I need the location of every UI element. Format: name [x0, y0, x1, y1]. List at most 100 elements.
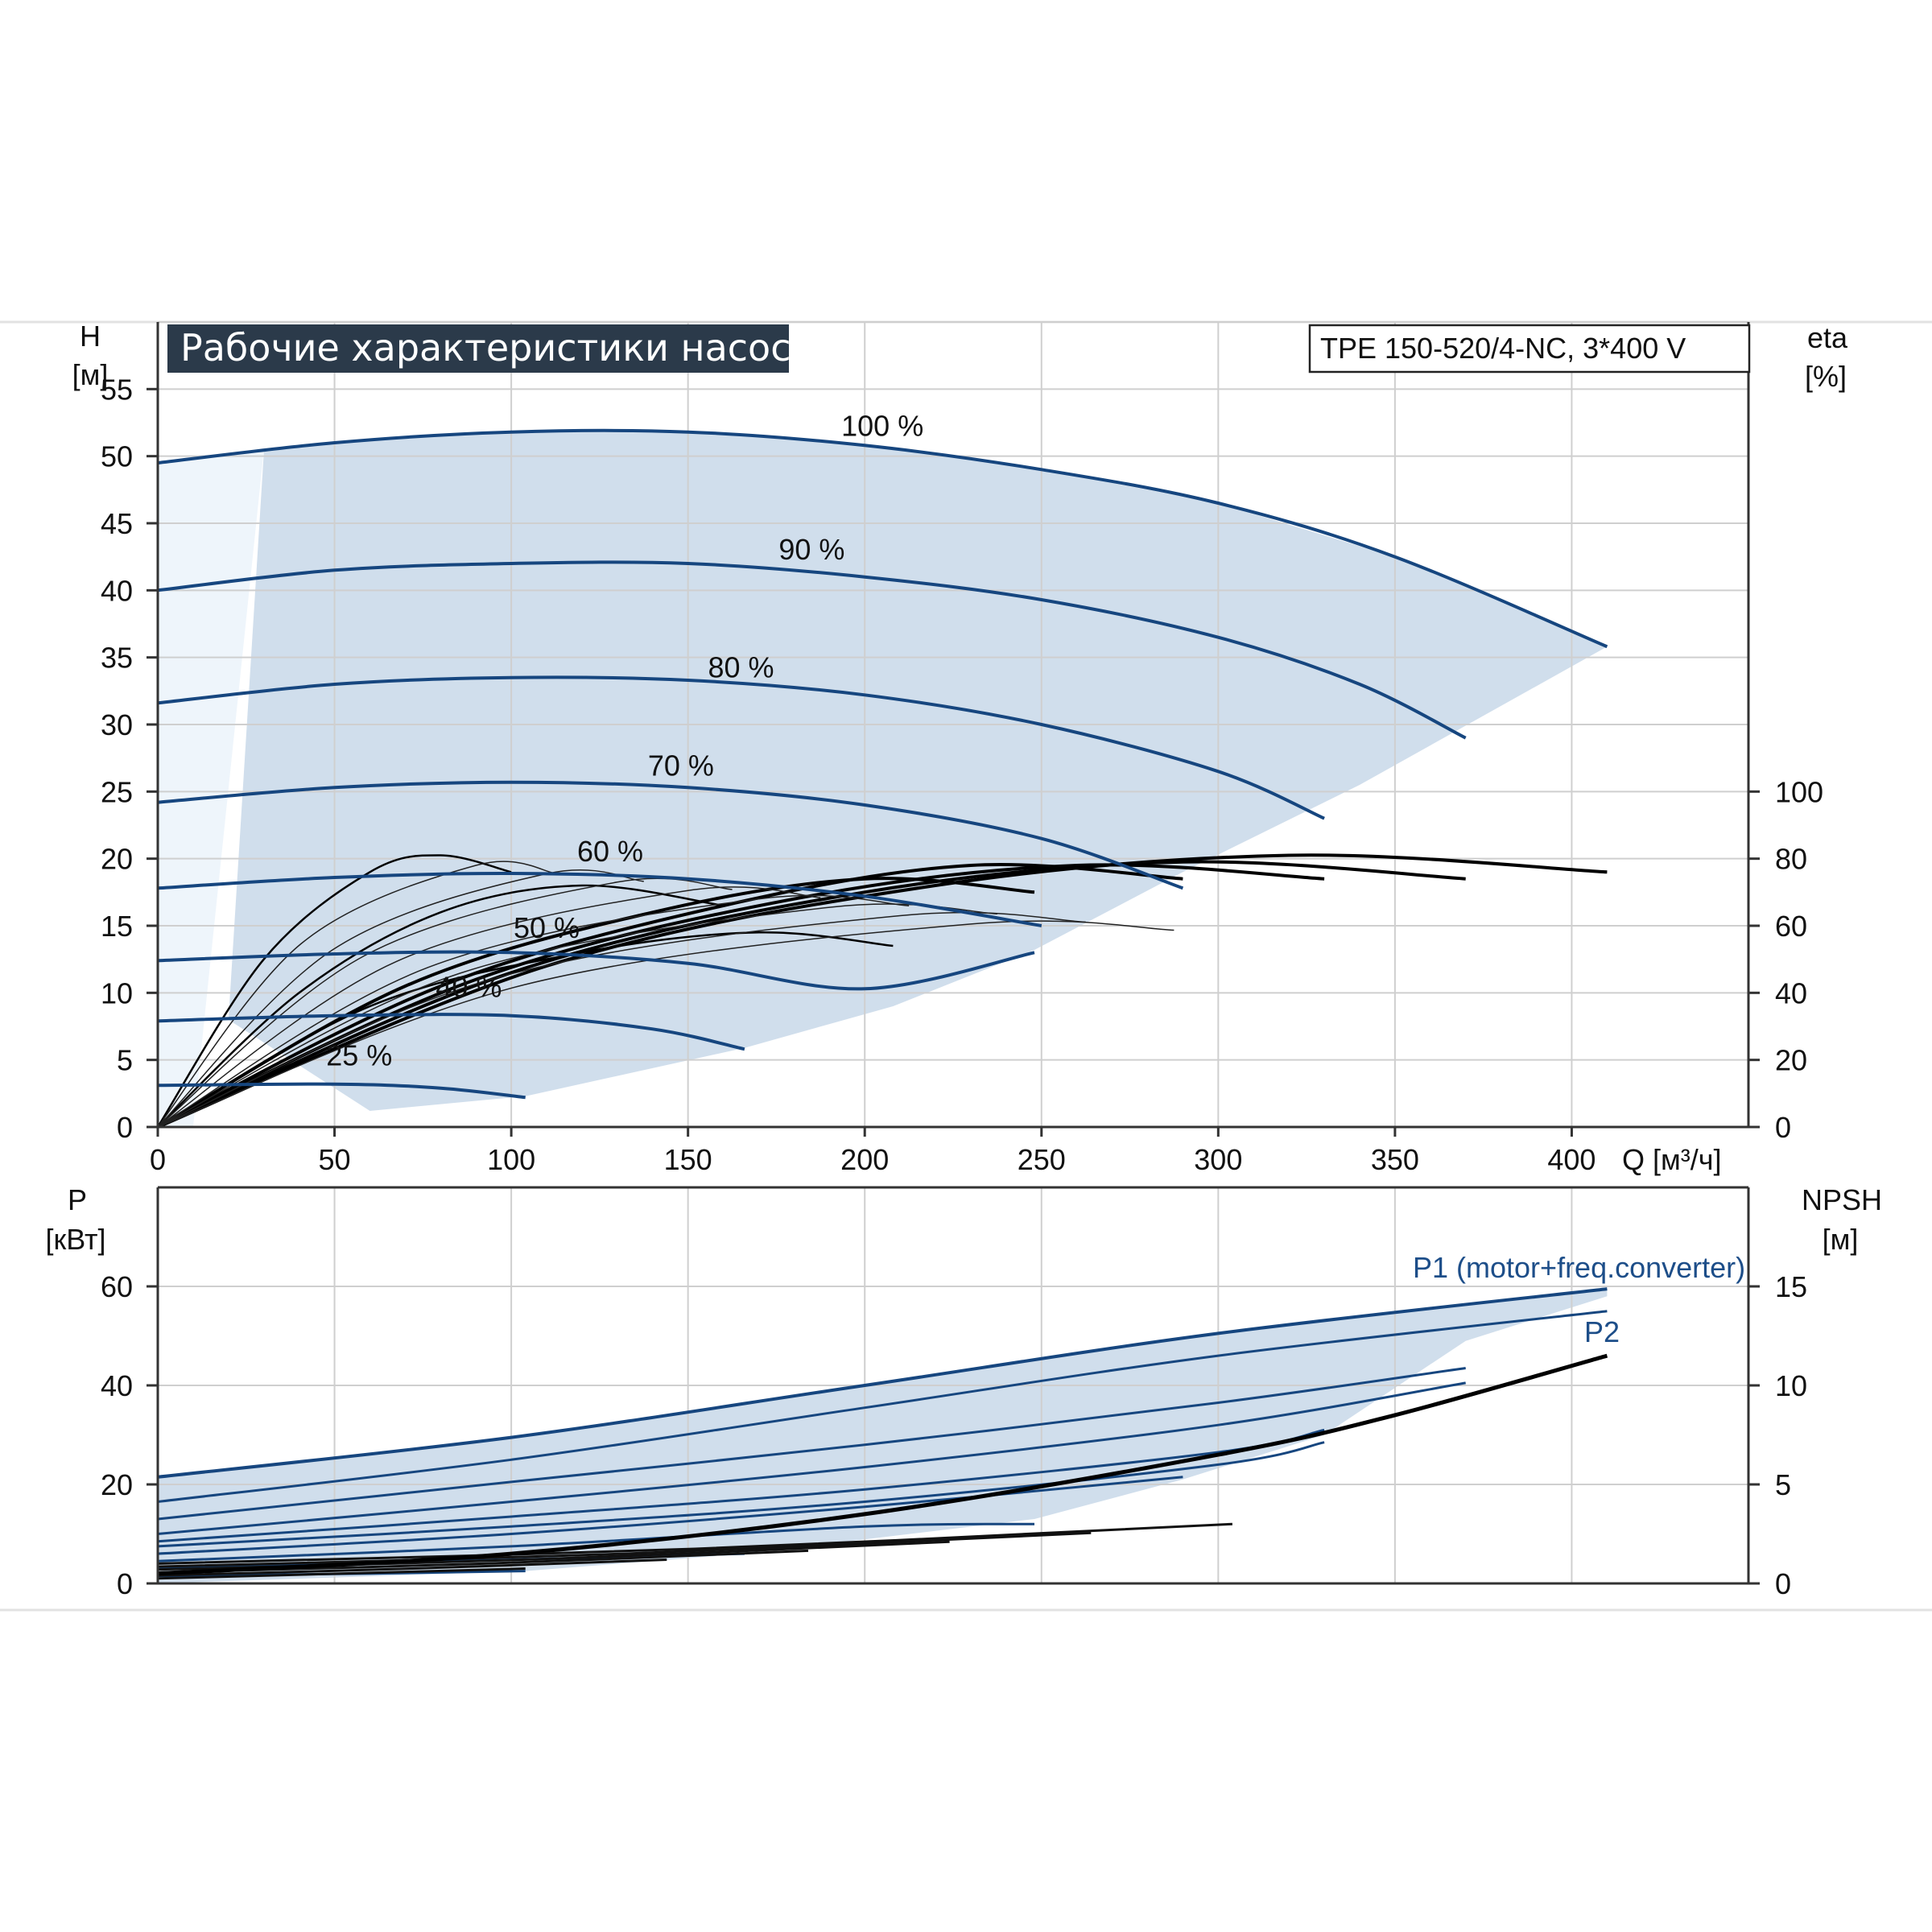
eta-label: eta — [1807, 321, 1848, 354]
npsh-family-curve — [157, 1567, 526, 1580]
efficiency-fan-line — [157, 869, 644, 1128]
head-tick-labels: 0 5 10 15 20 25 30 35 40 45 50 55 0 20 40 60 80 100 0 50 100… — [101, 373, 1823, 1176]
head-y-unit: [м] — [72, 358, 109, 391]
head-curves — [157, 428, 1608, 1100]
head-curve-labels: 100 % 90 % 80 % 70 % 60 % 50 % 40 % 25 % — [326, 410, 923, 1072]
power-region — [158, 1289, 1608, 1583]
speed-curve-label: 100 % — [841, 410, 923, 443]
x-tick-label: 300 — [1194, 1143, 1242, 1176]
y2-tick-label: 0 — [1775, 1111, 1791, 1144]
efficiency-curve — [157, 860, 1466, 1129]
y2-tick-label: 100 — [1775, 775, 1823, 808]
y-tick-label: 55 — [101, 373, 133, 406]
efficiency-fan-line — [157, 886, 821, 1128]
head-axes — [147, 322, 1760, 1137]
npsh-unit: [м] — [1823, 1223, 1859, 1256]
y-tick-label: 15 — [101, 910, 133, 943]
speed-curve-label: 40 % — [436, 970, 502, 1003]
power-plot-background — [158, 1289, 1608, 1583]
p2-curve — [157, 1310, 1608, 1503]
power-axes — [147, 1186, 1760, 1585]
efficiency-fan-line — [157, 894, 910, 1128]
p1-series-label: P1 (motor+freq.converter) — [1413, 1251, 1745, 1284]
power-y-unit: [кВт] — [45, 1223, 105, 1256]
y2-tick-label: 10 — [1775, 1369, 1807, 1402]
head-curve — [157, 780, 1184, 890]
head-curve — [157, 428, 1608, 649]
power-curve — [157, 1522, 1035, 1563]
y2-tick-label: 20 — [1775, 1044, 1807, 1077]
y2-tick-label: 40 — [1775, 976, 1807, 1009]
speed-curve-label: 50 % — [514, 911, 580, 944]
power-curve — [157, 1476, 1183, 1555]
y-tick-label: 40 — [101, 1369, 133, 1402]
head-curve — [157, 1013, 745, 1051]
power-curve — [157, 1367, 1466, 1521]
y-tick-label: 40 — [101, 574, 133, 607]
head-curve — [157, 560, 1467, 740]
efficiency-fan-line — [157, 861, 556, 1128]
npsh-family-curve — [157, 1558, 667, 1577]
eta-unit: [%] — [1805, 360, 1847, 393]
x-tick-label: 200 — [840, 1143, 889, 1176]
speed-curve-label: 80 % — [708, 651, 774, 684]
y-tick-label: 20 — [101, 1468, 133, 1501]
y-tick-label: 30 — [101, 708, 133, 741]
npsh-curve — [157, 1353, 1608, 1576]
y-tick-label: 50 — [101, 440, 133, 473]
power-curve — [157, 1441, 1325, 1548]
efficiency-curve — [157, 862, 1183, 1129]
y2-tick-label: 80 — [1775, 843, 1807, 876]
efficiency-curves — [156, 853, 1608, 1129]
y-tick-label: 5 — [117, 1044, 133, 1077]
head-curve — [157, 675, 1325, 820]
x-tick-label: 0 — [150, 1143, 166, 1176]
speed-curve-label: 25 % — [326, 1038, 392, 1071]
efficiency-curve — [157, 853, 1608, 1129]
p2-series-label: P2 — [1584, 1315, 1620, 1348]
speed-curve-label: 90 % — [778, 533, 844, 566]
x-tick-label: 50 — [319, 1143, 351, 1176]
power-tick-labels: 0 20 40 60 0 5 10 15 — [101, 1270, 1807, 1600]
x-tick-label: 350 — [1371, 1143, 1419, 1176]
npsh-family-curve — [157, 1522, 1232, 1565]
npsh-label: NPSH — [1802, 1183, 1882, 1216]
operating-region — [228, 431, 1608, 1111]
y-tick-label: 60 — [101, 1270, 133, 1303]
efficiency-fan-line — [157, 911, 1086, 1128]
speed-curve-label: 70 % — [648, 749, 714, 782]
y-tick-label: 0 — [117, 1567, 133, 1600]
model-label: TPE 150-520/4-NC, 3*400 V — [1320, 332, 1686, 365]
x-tick-label: 400 — [1547, 1143, 1596, 1176]
y2-tick-label: 60 — [1775, 910, 1807, 943]
y-tick-label: 45 — [101, 507, 133, 540]
power-curve — [157, 1428, 1325, 1543]
y2-tick-label: 5 — [1775, 1468, 1791, 1501]
power-curves — [157, 1287, 1608, 1580]
y-tick-label: 10 — [101, 976, 133, 1009]
x-tick-label: 150 — [664, 1143, 712, 1176]
p1-curve — [157, 1287, 1608, 1479]
y-tick-label: 25 — [101, 775, 133, 808]
y2-tick-label: 15 — [1775, 1270, 1807, 1303]
speed-curve-label: 60 % — [577, 835, 643, 868]
chart-title: Рабочие характеристики насоса — [180, 326, 814, 369]
y-tick-label: 0 — [117, 1111, 133, 1144]
y2-tick-label: 0 — [1775, 1567, 1791, 1600]
head-curve — [157, 871, 1042, 927]
head-y-label: H — [80, 320, 101, 353]
y-tick-label: 20 — [101, 843, 133, 876]
power-y-label: P — [68, 1183, 87, 1216]
x-tick-label: 100 — [487, 1143, 535, 1176]
head-curve — [157, 1082, 526, 1100]
npsh-family-curve — [157, 1531, 1092, 1568]
head-curve — [157, 950, 1035, 991]
efficiency-fan-line — [157, 920, 1174, 1128]
model-box — [1308, 324, 1751, 374]
title-box — [167, 324, 789, 373]
y-tick-label: 35 — [101, 642, 133, 675]
power-curve — [157, 1381, 1466, 1535]
x-tick-label: 250 — [1018, 1143, 1066, 1176]
head-x-label: Q [м³/ч] — [1622, 1143, 1722, 1176]
